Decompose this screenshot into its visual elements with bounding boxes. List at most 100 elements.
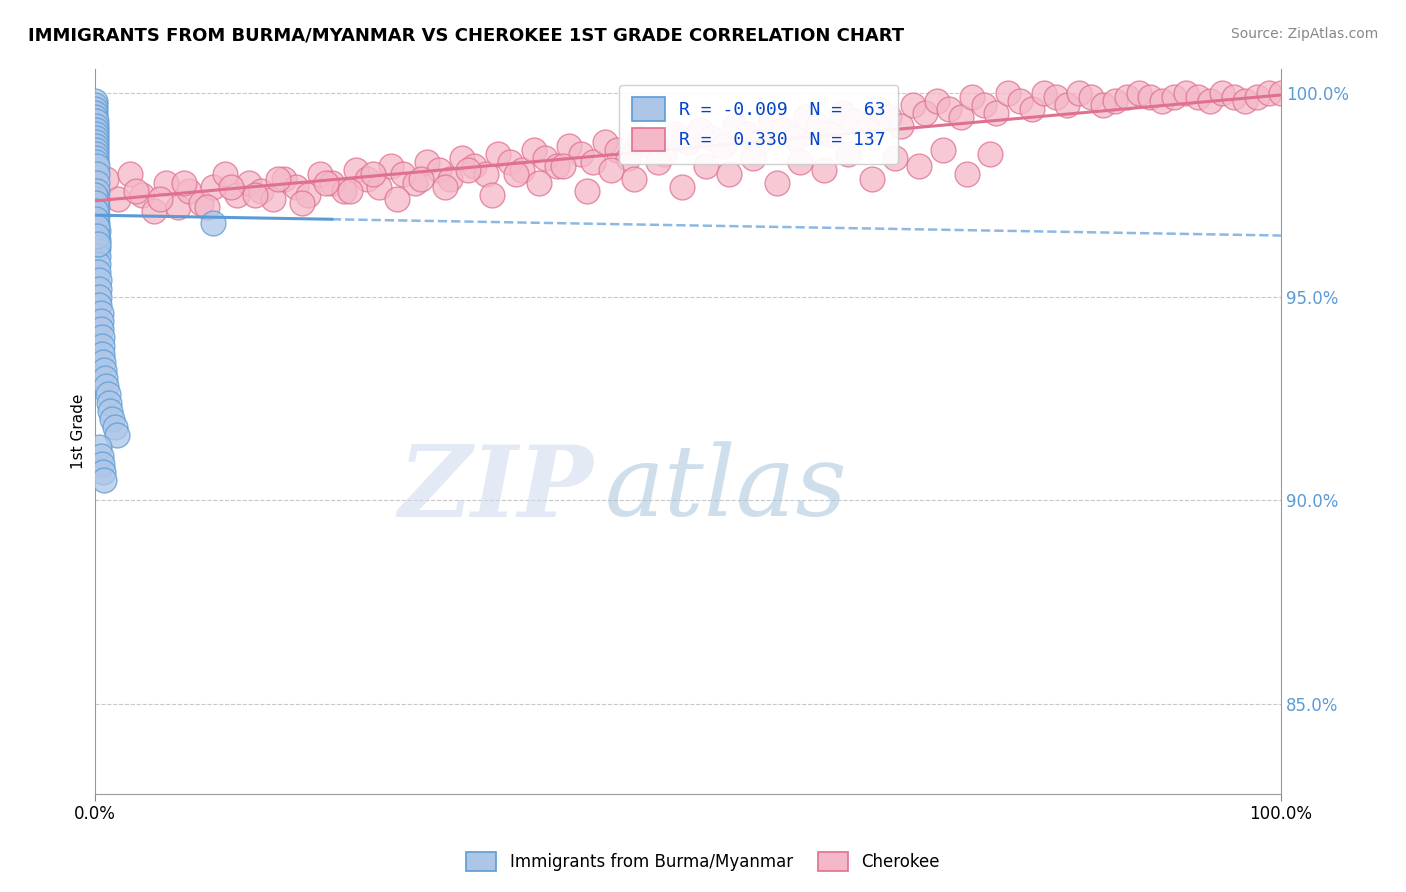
Point <box>641 139 664 153</box>
Point <box>202 179 225 194</box>
Point <box>505 168 527 182</box>
Point <box>89 298 111 312</box>
Point <box>925 94 948 108</box>
Text: Source: ZipAtlas.com: Source: ZipAtlas.com <box>1230 27 1378 41</box>
Point <box>87 236 110 251</box>
Point <box>575 184 598 198</box>
Point <box>700 130 723 145</box>
Point <box>84 119 107 133</box>
Point <box>86 220 108 235</box>
Point <box>89 441 111 455</box>
Point <box>84 147 107 161</box>
Point <box>1246 90 1268 104</box>
Point <box>315 176 337 190</box>
Point <box>84 196 107 211</box>
Point <box>1211 86 1233 100</box>
Point <box>860 171 883 186</box>
Point <box>433 179 456 194</box>
Point <box>120 168 142 182</box>
Point <box>671 179 693 194</box>
Point <box>855 122 877 136</box>
Point <box>1021 102 1043 116</box>
Point <box>842 114 865 128</box>
Point <box>510 163 533 178</box>
Point <box>534 151 557 165</box>
Point <box>1056 98 1078 112</box>
Point <box>195 200 218 214</box>
Point <box>89 281 111 295</box>
Point <box>1032 86 1054 100</box>
Point <box>89 322 111 336</box>
Point <box>932 143 955 157</box>
Point <box>569 147 592 161</box>
Point <box>86 200 108 214</box>
Point <box>98 403 121 417</box>
Point <box>86 208 108 222</box>
Point <box>711 139 734 153</box>
Point <box>813 163 835 178</box>
Text: ZIP: ZIP <box>398 441 593 537</box>
Point <box>676 135 699 149</box>
Point <box>332 184 354 198</box>
Point <box>486 147 509 161</box>
Point <box>593 135 616 149</box>
Point <box>427 163 450 178</box>
Point <box>291 196 314 211</box>
Point <box>783 130 806 145</box>
Point <box>107 192 129 206</box>
Point <box>363 168 385 182</box>
Point <box>1234 94 1257 108</box>
Point <box>344 163 367 178</box>
Point <box>91 465 114 479</box>
Point <box>1080 90 1102 104</box>
Point <box>87 257 110 271</box>
Point <box>101 412 124 426</box>
Point <box>89 314 111 328</box>
Text: IMMIGRANTS FROM BURMA/MYANMAR VS CHEROKEE 1ST GRADE CORRELATION CHART: IMMIGRANTS FROM BURMA/MYANMAR VS CHEROKE… <box>28 27 904 45</box>
Point <box>973 98 995 112</box>
Point <box>1198 94 1220 108</box>
Point <box>83 111 105 125</box>
Point <box>796 111 818 125</box>
Point <box>404 176 426 190</box>
Point <box>86 168 108 182</box>
Point <box>214 168 236 182</box>
Text: atlas: atlas <box>605 442 848 537</box>
Point <box>297 187 319 202</box>
Point <box>86 192 108 206</box>
Point <box>997 86 1019 100</box>
Point <box>87 249 110 263</box>
Point <box>879 111 901 125</box>
Point <box>818 127 841 141</box>
Point <box>866 102 889 116</box>
Point <box>83 102 105 116</box>
Point <box>339 184 361 198</box>
Point <box>86 159 108 173</box>
Point <box>938 102 960 116</box>
Point <box>89 306 111 320</box>
Point <box>84 204 107 219</box>
Point <box>380 159 402 173</box>
Point <box>914 106 936 120</box>
Point <box>689 122 711 136</box>
Point <box>695 159 717 173</box>
Point <box>901 98 924 112</box>
Point <box>83 98 105 112</box>
Point <box>599 163 621 178</box>
Point <box>86 176 108 190</box>
Point <box>789 155 811 169</box>
Point <box>718 168 741 182</box>
Point <box>243 187 266 202</box>
Legend: Immigrants from Burma/Myanmar, Cherokee: Immigrants from Burma/Myanmar, Cherokee <box>458 843 948 880</box>
Point <box>475 168 498 182</box>
Point <box>558 139 581 153</box>
Point <box>735 127 758 141</box>
Point <box>617 151 640 165</box>
Point <box>368 179 391 194</box>
Point <box>463 159 485 173</box>
Point <box>249 184 271 198</box>
Point <box>84 139 107 153</box>
Point <box>1128 86 1150 100</box>
Point <box>356 171 378 186</box>
Point <box>962 90 984 104</box>
